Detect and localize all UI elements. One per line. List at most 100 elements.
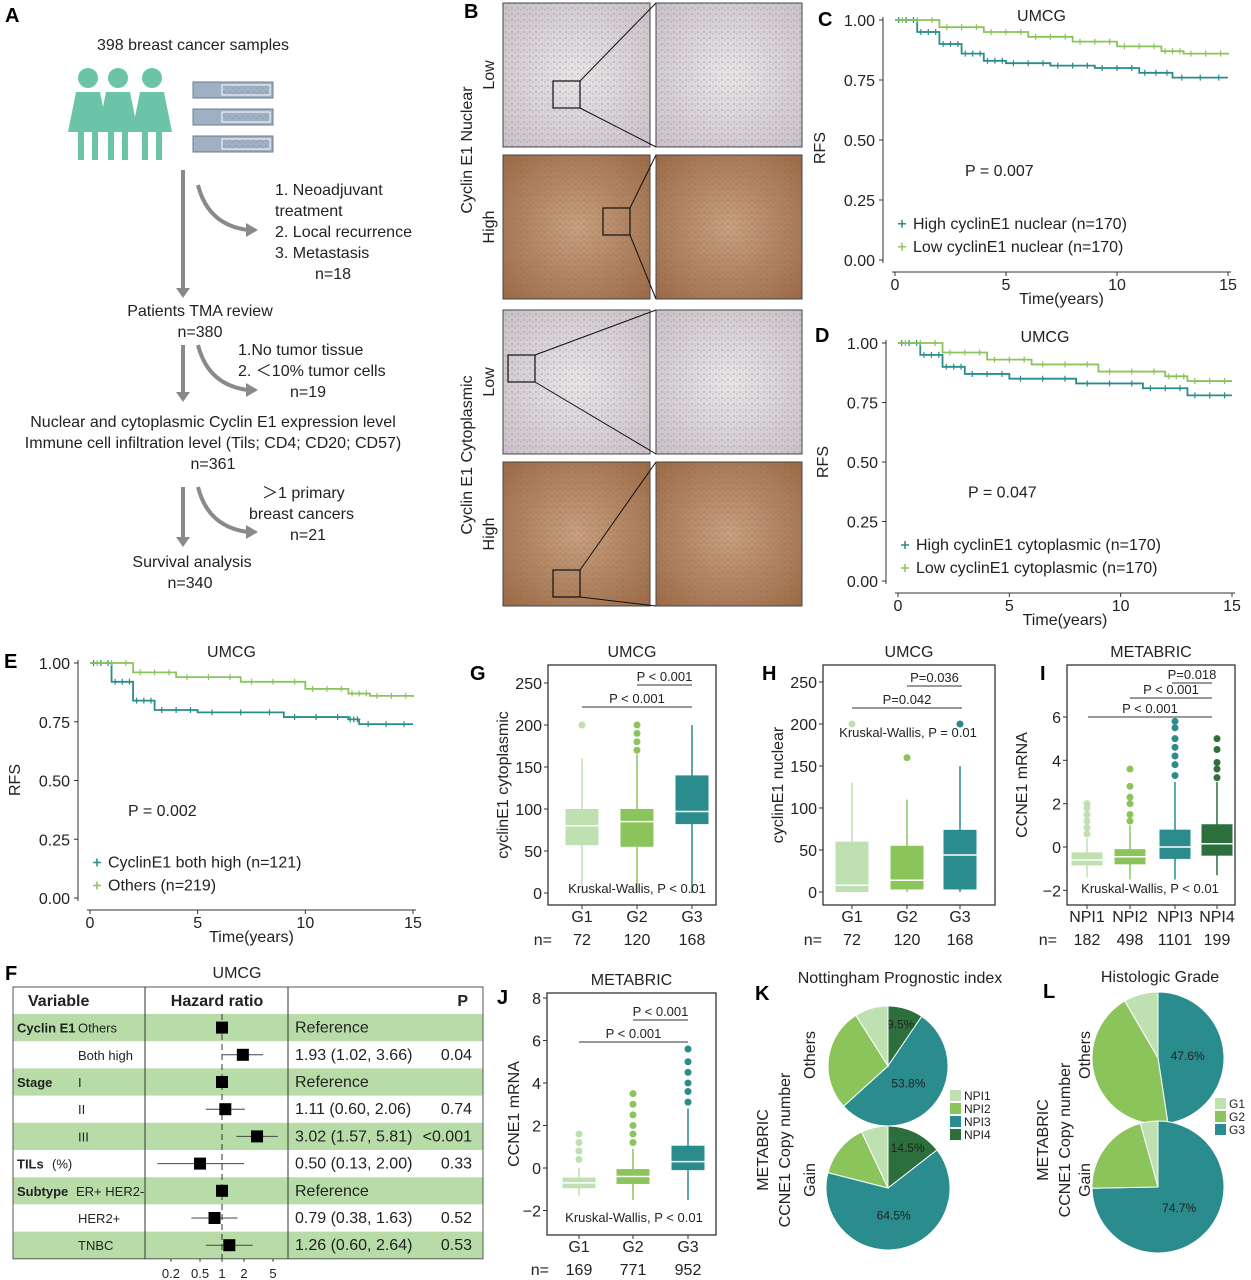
x-tick-label: 15: [404, 915, 422, 932]
box-g1: [565, 721, 599, 893]
censor-mark: [1010, 60, 1017, 67]
y-tick-label: 6: [532, 1034, 541, 1051]
body: [68, 92, 108, 160]
legend-key: [93, 881, 101, 890]
chart-title: UMCG: [1017, 8, 1066, 25]
exclusion-text: n=19: [290, 384, 326, 401]
censor-mark: [348, 690, 355, 697]
km-curve-low: [90, 662, 414, 698]
outlier-point: [1213, 735, 1221, 743]
y-tick-label: 250: [790, 675, 817, 692]
censor-mark: [1128, 380, 1135, 387]
outlier-point: [578, 721, 586, 729]
x-tick-label: NPI1: [1069, 909, 1105, 926]
x-tick-label: 15: [1223, 598, 1241, 615]
outlier-point: [629, 1130, 637, 1138]
censor-mark: [1176, 48, 1183, 55]
pie-slice-g1: [1124, 991, 1159, 1060]
y-tick-label: 100: [790, 801, 817, 818]
band-row: [13, 1068, 483, 1096]
arrow-head: [246, 223, 258, 237]
censor-mark: [1215, 74, 1222, 81]
x-tick-label: G2: [622, 1239, 643, 1256]
x-tick-label: 0: [86, 915, 95, 932]
hazard-ratio-marker: [251, 1130, 264, 1143]
forest-row: [205, 1239, 253, 1252]
x-tick-label: 15: [1219, 277, 1237, 294]
censor-mark: [1077, 38, 1083, 45]
panel-label-e: E: [4, 651, 17, 673]
box: [1201, 824, 1233, 856]
outlier-point: [1213, 765, 1221, 773]
censor-mark: [984, 370, 991, 377]
box: [1071, 852, 1103, 866]
panel-label-f: F: [5, 963, 17, 985]
censor-mark: [947, 41, 954, 47]
chart-title: UMCG: [213, 965, 262, 982]
pie-slice-npi3: [825, 1149, 951, 1251]
group-label: Gain: [802, 1163, 819, 1197]
censor-mark: [1062, 33, 1069, 40]
outlier-point: [1171, 735, 1179, 743]
censor-mark: [1180, 373, 1187, 380]
panel-label-b: B: [464, 1, 478, 23]
panel-label-k: K: [755, 983, 770, 1005]
sample-size: 182: [1074, 932, 1101, 949]
outlier-point: [633, 746, 641, 754]
outlier-point: [848, 720, 856, 728]
legend-label: High cyclinE1 nuclear (n=170): [913, 216, 1127, 233]
censor-mark: [1054, 62, 1061, 69]
box-g2: [890, 754, 924, 892]
censor-mark: [383, 721, 390, 728]
y-tick-label: 0.50: [844, 133, 875, 150]
censor-mark: [1221, 392, 1228, 399]
legend-swatch: [950, 1129, 961, 1140]
forest-row: [216, 1021, 228, 1034]
hazard-ratio-value: 0.50 (0.13, 2.00): [295, 1156, 412, 1173]
panel-label-h: H: [762, 663, 776, 685]
y-tick-label: 50: [524, 844, 542, 861]
outlier-point: [1083, 800, 1091, 808]
chart-title: METABRIC: [1110, 644, 1191, 661]
x-axis-label: Time(years): [209, 929, 294, 946]
censor-mark: [323, 685, 330, 692]
censor-mark: [991, 57, 998, 64]
censor-mark: [1197, 74, 1204, 81]
legend-key: [898, 219, 906, 228]
forest-row: [216, 1184, 228, 1197]
kruskal-wallis-result: Kruskal-Wallis, P < 0.01: [565, 1210, 703, 1225]
box-g1: [835, 720, 869, 892]
band-row: [13, 1177, 483, 1205]
censor-mark: [1121, 43, 1128, 50]
arrow-head: [176, 537, 190, 547]
legend-label: G1: [1229, 1097, 1245, 1111]
y-axis-label: RFS: [7, 764, 24, 796]
censor-mark: [902, 340, 909, 346]
censor-mark: [1217, 50, 1224, 57]
censor-mark: [1173, 373, 1180, 380]
exclusion-text: 3. Metastasis: [275, 245, 369, 262]
x-axis-label: Time(years): [1019, 291, 1104, 308]
exclusion-text: n=21: [290, 527, 326, 544]
legend-label: NPI3: [964, 1115, 991, 1129]
texture: [656, 155, 802, 299]
km-curve-low: [895, 19, 1229, 55]
box: [620, 809, 654, 847]
censor-mark: [173, 707, 180, 713]
y-tick-label: 0.75: [844, 73, 875, 90]
censor-mark: [999, 57, 1006, 64]
x-tick-label: G1: [841, 909, 862, 926]
body: [132, 92, 172, 160]
censor-mark: [925, 29, 932, 35]
censor-mark: [237, 709, 244, 716]
legend-label: G2: [1229, 1110, 1245, 1124]
exclusion-text: n=18: [315, 266, 351, 283]
box-g1: [562, 1130, 596, 1196]
y-tick-label: 6: [1052, 710, 1061, 727]
header-variable: Variable: [28, 993, 89, 1010]
outlier-point: [629, 1139, 637, 1146]
outlier-point: [1213, 746, 1221, 753]
censor-mark: [94, 660, 101, 666]
censor-mark: [1017, 375, 1024, 382]
censor-mark: [958, 363, 965, 370]
